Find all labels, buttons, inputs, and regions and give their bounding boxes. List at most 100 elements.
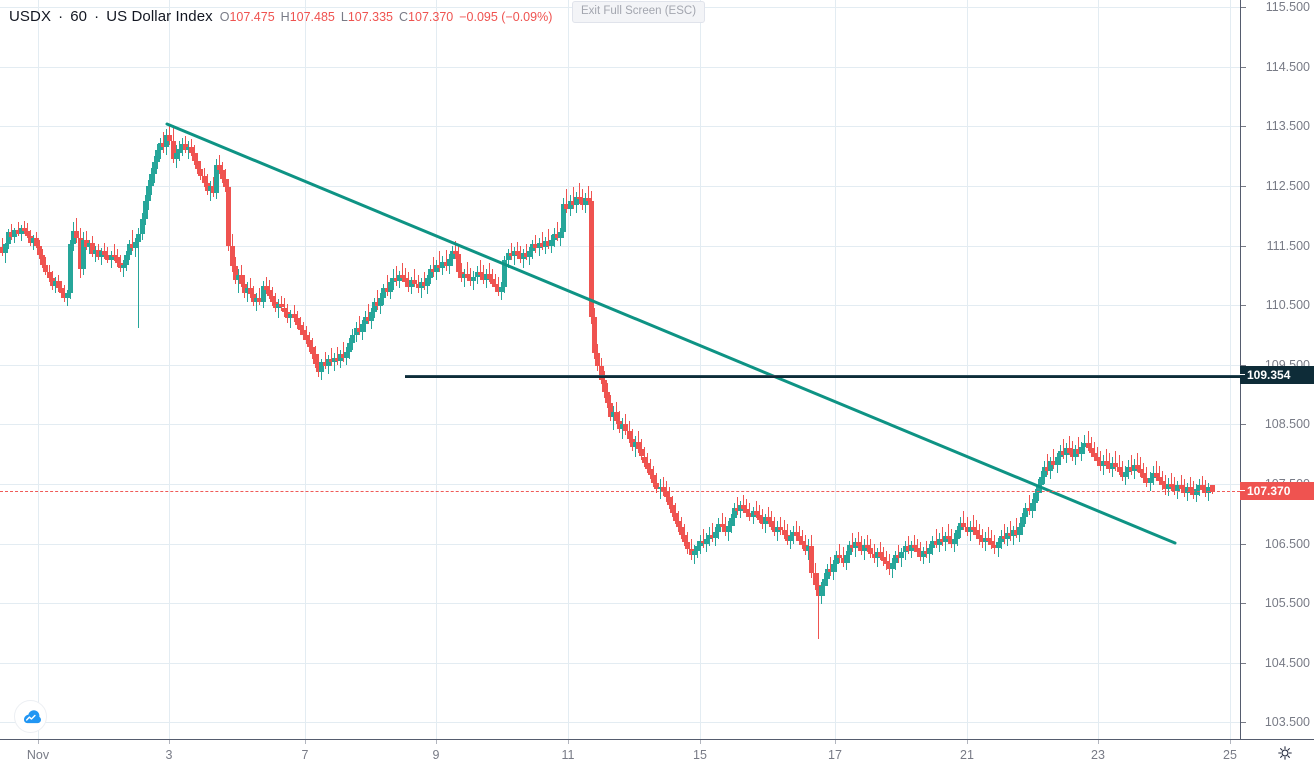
candlestick-body xyxy=(229,245,235,267)
time-axis-label: 23 xyxy=(1091,748,1105,762)
candlestick-body xyxy=(499,287,505,293)
candlestick-wick xyxy=(470,268,472,287)
candlestick xyxy=(46,264,52,283)
candlestick xyxy=(856,531,861,551)
candlestick-body xyxy=(1060,451,1066,456)
price-axis-label: 112.500 xyxy=(1265,178,1310,193)
price-axis-label: 108.500 xyxy=(1264,417,1310,432)
time-axis[interactable]: Nov 3 7 9 11 15 17 21 23 25 xyxy=(0,739,1314,768)
candlestick-body xyxy=(1135,464,1141,469)
candlestick xyxy=(719,512,725,532)
candlestick xyxy=(530,239,536,259)
candlestick-wick xyxy=(23,220,25,234)
candlestick-body xyxy=(1007,532,1013,537)
candlestick-body xyxy=(428,269,433,279)
candlestick-wick xyxy=(1096,446,1098,467)
candlestick-wick xyxy=(1155,461,1157,481)
candlestick-body xyxy=(914,548,920,553)
candlestick-body xyxy=(685,542,691,550)
candlestick-wick xyxy=(498,276,500,297)
candlestick-body xyxy=(589,200,595,318)
candlestick xyxy=(1132,458,1138,480)
candlestick xyxy=(908,540,914,559)
candlestick xyxy=(325,355,331,374)
candlestick-body xyxy=(173,153,179,160)
candlestick-body xyxy=(573,196,579,205)
candlestick xyxy=(186,141,192,160)
tradingview-logo-icon[interactable] xyxy=(14,700,47,733)
candlestick xyxy=(710,522,716,543)
candlestick-body xyxy=(43,264,49,272)
last-price-badge[interactable]: 107.370 xyxy=(1240,482,1314,500)
exit-fullscreen-button[interactable]: Exit Full Screen (ESC) xyxy=(572,1,706,23)
vgridline xyxy=(1098,0,1099,739)
candlestick xyxy=(130,230,136,252)
candlestick xyxy=(1063,443,1069,464)
candlestick-body xyxy=(1088,448,1094,453)
candlestick-body xyxy=(983,537,989,543)
candlestick xyxy=(595,343,601,371)
candlestick-body xyxy=(71,230,77,245)
candlestick-body xyxy=(955,530,961,539)
candlestick xyxy=(52,276,58,294)
candlestick-body xyxy=(288,314,294,319)
candlestick xyxy=(688,538,694,561)
candlestick-wick xyxy=(367,303,369,325)
candlestick-body xyxy=(34,238,40,246)
candlestick xyxy=(803,534,809,556)
candlestick xyxy=(883,550,889,571)
candlestick-body xyxy=(989,540,995,545)
price-axis[interactable]: 115.500 114.500 113.500 112.500 111.500 110.5… xyxy=(1240,0,1314,739)
candlestick-body xyxy=(1206,486,1212,494)
candlestick xyxy=(71,221,77,252)
candlestick-body xyxy=(248,288,254,295)
candlestick-body xyxy=(303,334,309,340)
candlestick-wick xyxy=(408,272,410,292)
candlestick xyxy=(182,135,188,154)
candlestick-body xyxy=(995,542,1001,549)
candlestick-body xyxy=(604,391,610,404)
candlestick xyxy=(524,244,530,261)
support-line[interactable] xyxy=(405,375,1240,378)
gear-icon[interactable] xyxy=(1277,745,1293,761)
candlestick xyxy=(269,287,275,307)
candlestick-body xyxy=(862,544,868,551)
candlestick xyxy=(548,234,554,253)
candlestick xyxy=(1011,525,1017,545)
chart-plot-area[interactable] xyxy=(0,0,1240,739)
candlestick-wick xyxy=(132,230,134,252)
candlestick xyxy=(899,548,905,568)
candlestick xyxy=(632,436,638,458)
candlestick-body xyxy=(1020,516,1026,527)
candlestick xyxy=(1004,526,1010,547)
candlestick xyxy=(815,573,821,639)
candlestick-wick xyxy=(1202,475,1204,493)
candlestick xyxy=(1023,502,1029,525)
candlestick-body xyxy=(852,542,858,549)
candlestick xyxy=(486,263,492,283)
candlestick-body xyxy=(725,525,731,532)
candlestick xyxy=(766,506,772,525)
candlestick-wick xyxy=(1174,476,1176,495)
candlestick xyxy=(945,524,951,544)
candlestick xyxy=(220,162,226,183)
candlestick xyxy=(626,421,632,444)
candlestick-body xyxy=(257,297,263,302)
candlestick xyxy=(1175,480,1181,499)
candlestick xyxy=(3,242,9,264)
candlestick-wick xyxy=(516,241,518,259)
support-price-badge[interactable]: 109.354 xyxy=(1240,366,1314,384)
candlestick xyxy=(1200,475,1206,493)
candlestick xyxy=(552,227,558,247)
candlestick-wick xyxy=(975,519,977,539)
candlestick xyxy=(409,276,415,295)
candlestick xyxy=(1076,437,1082,458)
candlestick-body xyxy=(198,169,204,177)
descending-trendline[interactable] xyxy=(165,122,1177,545)
candlestick xyxy=(192,145,198,166)
candlestick xyxy=(27,230,33,246)
candlestick-body xyxy=(877,552,883,557)
candlestick-body xyxy=(80,239,86,270)
candlestick-wick xyxy=(746,498,748,517)
candlestick-body xyxy=(1051,461,1057,465)
